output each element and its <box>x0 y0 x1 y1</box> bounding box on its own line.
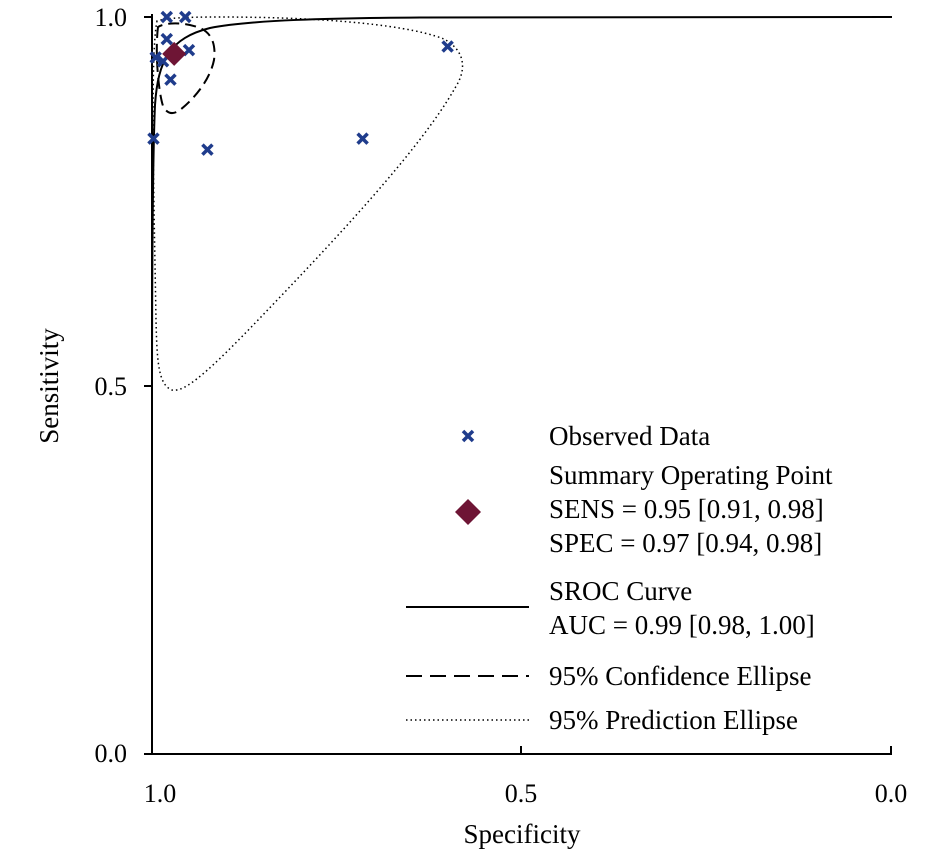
x-tick-label-right: 0.0 <box>875 779 908 808</box>
legend: Observed Data Summary Operating Point SE… <box>406 421 833 735</box>
observed-data-point-10 <box>356 132 369 145</box>
legend-observed-marker <box>461 429 475 443</box>
x-tick-label-mid: 0.5 <box>505 779 538 808</box>
confidence-ellipse <box>155 22 216 115</box>
y-tick-label-bottom: 0.0 <box>95 739 128 768</box>
legend-summary-sens: SENS = 0.95 [0.91, 0.98] <box>549 494 824 524</box>
x-tick-label-left: 1.0 <box>144 779 177 808</box>
sroc-curve <box>151 16 893 754</box>
observed-data-point-2 <box>179 10 192 24</box>
observed-data-point-7 <box>164 73 177 86</box>
legend-summary-marker <box>455 499 481 525</box>
legend-sroc-auc: AUC = 0.99 [0.98, 1.00] <box>549 610 815 640</box>
legend-confidence-label: 95% Confidence Ellipse <box>549 661 811 691</box>
observed-data-point-9 <box>201 143 214 156</box>
observed-data-points <box>147 10 454 156</box>
observed-data-point-3 <box>160 32 174 46</box>
observed-data-point-4 <box>149 51 162 64</box>
summary-point-layer <box>162 41 187 66</box>
legend-sroc-title: SROC Curve <box>549 576 692 606</box>
x-axis-title: Specificity <box>464 819 581 849</box>
observed-data-point-8 <box>147 132 160 145</box>
observed-data-point-1 <box>160 10 174 24</box>
summary-operating-point <box>162 41 187 66</box>
legend-observed-label: Observed Data <box>549 421 710 451</box>
legend-summary-spec: SPEC = 0.97 [0.94, 0.98] <box>549 528 822 558</box>
tick-marks <box>144 16 892 755</box>
observed-data-point-11 <box>441 40 454 53</box>
y-axis-title: Sensitivity <box>34 328 64 444</box>
y-tick-label-top: 1.0 <box>95 3 128 32</box>
y-tick-label-mid: 0.5 <box>95 372 128 401</box>
legend-prediction-label: 95% Prediction Ellipse <box>549 705 798 735</box>
legend-summary-title: Summary Operating Point <box>549 460 833 490</box>
prediction-ellipse <box>152 16 464 391</box>
